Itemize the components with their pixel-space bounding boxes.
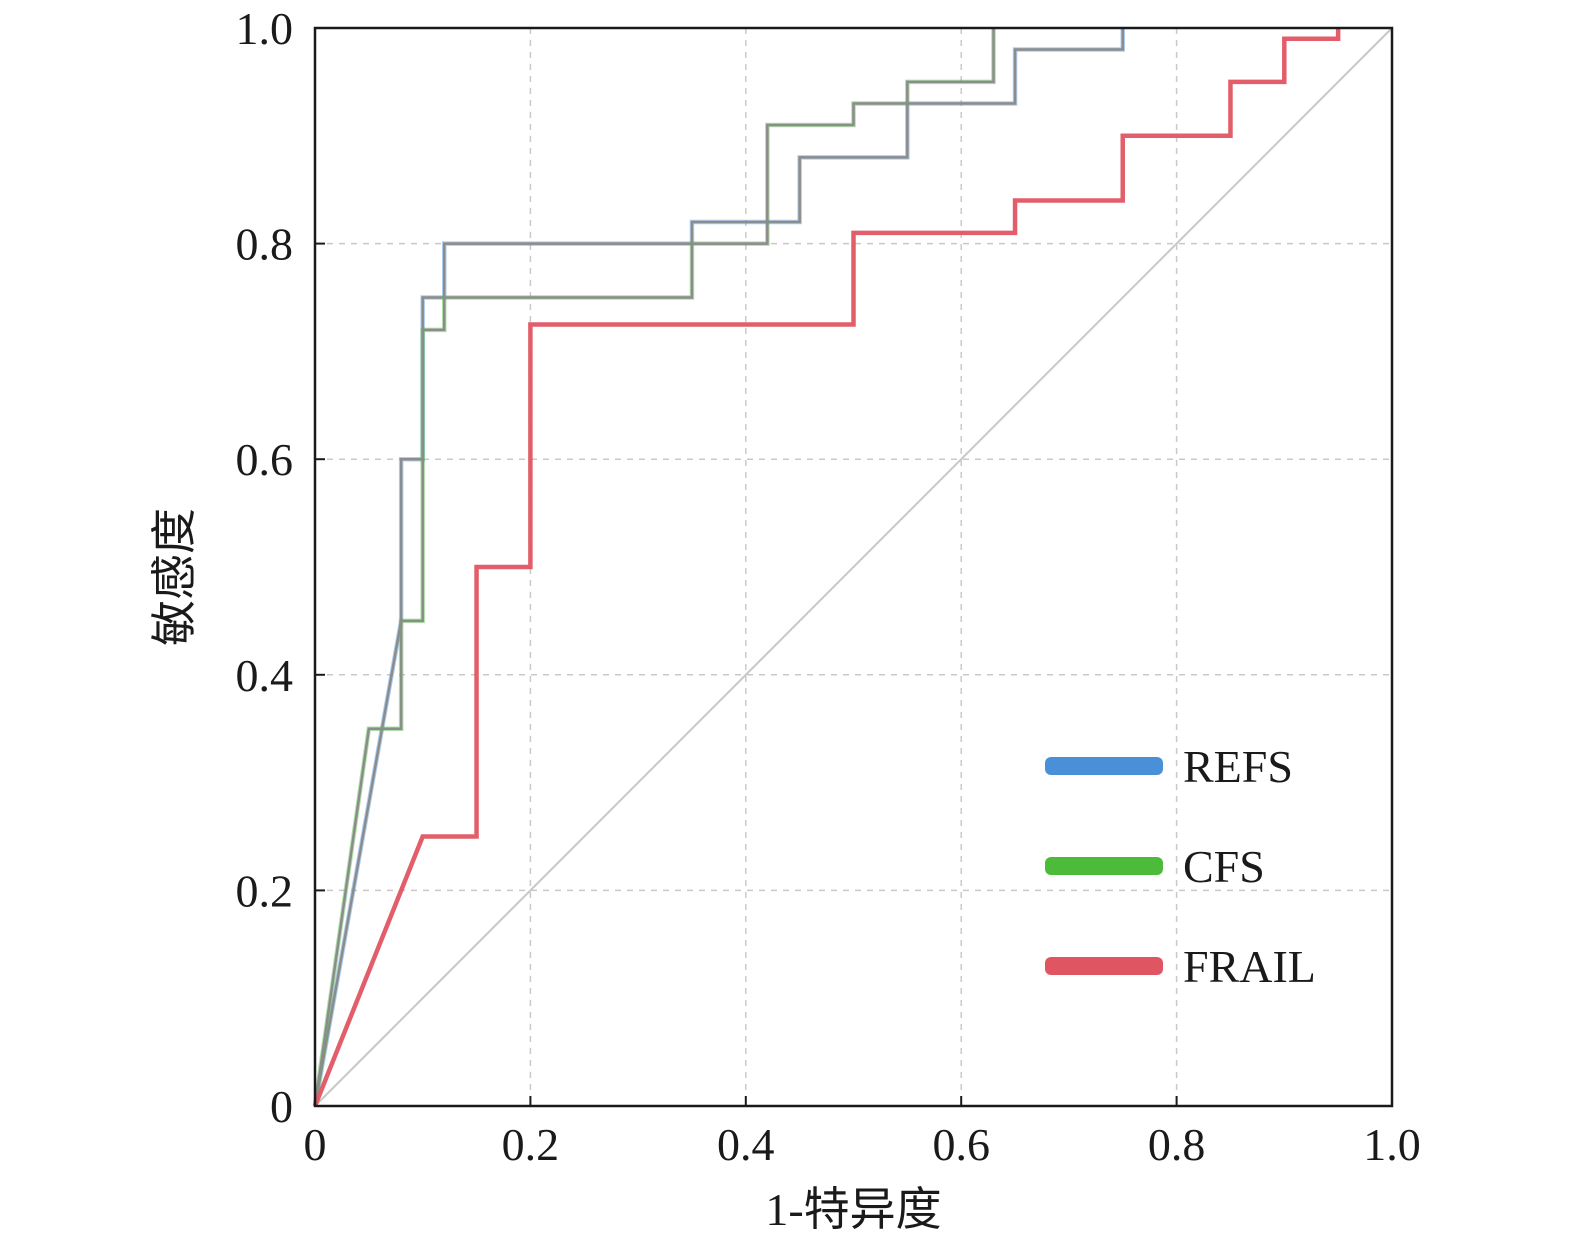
- y-tick-label: 0.8: [236, 219, 294, 270]
- series-cfs: [312, 28, 996, 1107]
- y-tick-label: 1.0: [236, 3, 294, 54]
- series-layer: [312, 28, 1341, 1107]
- y-tick-label: 0.4: [236, 650, 294, 701]
- legend-label-frail: FRAIL: [1183, 941, 1316, 992]
- x-axis-title: 1-特异度: [765, 1184, 941, 1235]
- y-tick-label: 0: [270, 1081, 293, 1132]
- series-line-cfs-color: [312, 28, 996, 1107]
- legend: REFS CFS FRAIL: [1045, 741, 1316, 992]
- legend-swatch-refs: [1045, 757, 1163, 775]
- x-tick-label: 0.6: [932, 1119, 990, 1170]
- legend-label-refs: REFS: [1183, 741, 1293, 792]
- x-tick-label: 0.4: [717, 1119, 775, 1170]
- series-frail: [312, 28, 1341, 1107]
- x-tick-label: 1.0: [1363, 1119, 1421, 1170]
- series-refs: [312, 28, 1125, 1107]
- plot-frame: [313, 26, 1394, 1108]
- series-line-refs-color: [312, 28, 1125, 1107]
- x-tick-label: 0.2: [502, 1119, 560, 1170]
- series-line-frail-color: [312, 28, 1341, 1107]
- legend-label-cfs: CFS: [1183, 841, 1265, 892]
- legend-swatch-cfs: [1045, 857, 1163, 875]
- reference-line-layer: [314, 27, 1393, 1107]
- x-tick-label: 0: [304, 1119, 327, 1170]
- series-line-refs: [313, 28, 1124, 1107]
- tick-layer: 00 0.2 0.2 0.4 0.4 0.6 0.6 0.8 0.8 1.0 1.0: [236, 3, 1421, 1170]
- legend-swatch-frail: [1045, 957, 1163, 975]
- reference-diagonal: [314, 27, 1393, 1107]
- series-line-cfs: [313, 28, 995, 1107]
- y-tick-label: 0.2: [236, 865, 294, 916]
- x-tick-label: 0.8: [1148, 1119, 1206, 1170]
- y-tick-label: 0.6: [236, 434, 294, 485]
- y-axis-title: 敏感度: [149, 508, 200, 646]
